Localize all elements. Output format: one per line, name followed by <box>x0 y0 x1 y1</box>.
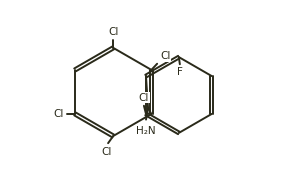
Text: Cl: Cl <box>53 109 64 119</box>
Text: Cl: Cl <box>139 93 149 103</box>
Text: Cl: Cl <box>101 147 112 157</box>
Text: Cl: Cl <box>160 51 171 61</box>
Text: F: F <box>177 67 183 77</box>
Text: H₂N: H₂N <box>136 126 156 136</box>
Text: Cl: Cl <box>108 27 118 36</box>
